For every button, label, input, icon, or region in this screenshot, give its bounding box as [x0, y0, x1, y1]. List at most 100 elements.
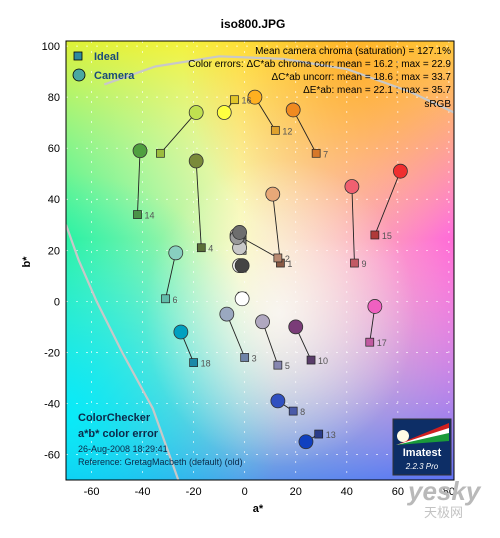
x-tick-label-1: -40 [135, 486, 151, 498]
point-label-13: 13 [326, 430, 336, 440]
watermark: yesky 天极网 [406, 476, 482, 520]
camera-marker-3 [219, 306, 235, 322]
y-tick-label-8: -60 [44, 449, 60, 461]
info-line-2: a*b* color error [78, 428, 159, 440]
plot-frame [65, 40, 455, 481]
x-tick-label-4: 20 [290, 486, 302, 498]
camera-marker-13 [298, 434, 314, 450]
point-label-7: 7 [323, 149, 328, 159]
y-tick-label-7: -40 [44, 398, 60, 410]
ideal-marker-10 [306, 355, 316, 365]
point-label-9: 9 [361, 259, 366, 269]
x-tick-label-3: 0 [242, 486, 248, 498]
camera-marker-9 [344, 179, 360, 194]
x-tick-label-6: 60 [392, 486, 404, 498]
point-label-1: 1 [287, 259, 292, 269]
info-line-3: 26-Aug-2008 18:29:41 [78, 444, 168, 454]
ideal-marker-8 [288, 406, 298, 416]
ideal-marker-3 [240, 353, 250, 362]
y-tick-label-3: 40 [48, 194, 60, 206]
point-label-16: 16 [241, 96, 251, 106]
camera-marker-5 [255, 314, 270, 330]
ideal-marker-14 [133, 210, 142, 219]
camera-marker-10 [288, 319, 304, 335]
gamut-curve-left [66, 224, 180, 480]
ideal-marker-9 [350, 258, 359, 268]
point-label-15: 15 [382, 231, 392, 241]
legend-ideal-label: Ideal [94, 51, 119, 63]
x-axis-label: a* [253, 503, 264, 515]
ideal-marker-17 [365, 337, 375, 347]
point-label-6: 6 [173, 295, 178, 305]
srgb-gamut-boundary [66, 55, 454, 480]
camera-marker-11 [188, 105, 204, 120]
camera-marker-6 [168, 245, 184, 261]
camera-marker-19 [234, 291, 250, 307]
x-tick-label-0: -60 [84, 486, 100, 498]
camera-marker-16 [216, 105, 232, 120]
point-label-10: 10 [318, 356, 328, 366]
point-label-18: 18 [201, 359, 211, 369]
badge-version: 2.2.3 Pro [405, 462, 439, 471]
ideal-marker-6 [161, 294, 170, 304]
camera-marker-17 [367, 299, 383, 314]
error-line-15 [374, 171, 401, 236]
error-line-1 [272, 194, 281, 264]
camera-marker-23 [232, 225, 247, 240]
ideal-marker-2 [273, 253, 283, 263]
point-label-5: 5 [285, 361, 290, 371]
point-label-12: 12 [282, 126, 292, 136]
error-line-5 [262, 321, 279, 366]
y-tick-label-6: -20 [44, 347, 60, 359]
ideal-marker-16 [230, 95, 239, 105]
plot-background [66, 41, 454, 480]
y-tick-label-2: 60 [48, 143, 60, 155]
x-tick-label-5: 40 [341, 486, 353, 498]
ideal-marker-13 [314, 429, 324, 439]
x-tick-label-2: -20 [186, 486, 202, 498]
ideal-marker-18 [189, 358, 198, 367]
legend-camera-swatch [72, 68, 86, 82]
point-label-3: 3 [252, 353, 257, 363]
camera-marker-8 [270, 393, 286, 409]
point-label-2: 2 [285, 254, 290, 264]
ideal-marker-5 [273, 360, 283, 370]
legend-ideal-swatch [73, 51, 83, 61]
x-tick-label-7: 80 [443, 486, 455, 498]
watermark-main: yesky [406, 476, 482, 506]
error-line-11 [160, 112, 197, 154]
error-line-3 [226, 313, 246, 358]
info-line-1: ColorChecker [78, 412, 151, 424]
imatest-badge: Imatest 2.2.3 Pro [392, 418, 452, 476]
camera-marker-24 [234, 258, 250, 274]
point-label-17: 17 [377, 338, 387, 348]
ideal-marker-11 [156, 148, 165, 158]
y-axis-label: b* [21, 256, 33, 268]
badge-brand: Imatest [403, 447, 442, 459]
stat-chroma-corr: Color errors: ΔC*ab chroma corr: mean = … [188, 59, 451, 70]
y-tick-label-5: 0 [54, 296, 60, 308]
camera-marker-7 [285, 102, 301, 118]
chart-title: iso800.JPG [221, 17, 286, 31]
error-line-9 [351, 186, 355, 264]
stat-chroma-uncorr: ΔC*ab uncorr: mean = 18.6 ; max = 33.7 [271, 72, 451, 83]
ideal-marker-7 [311, 148, 321, 158]
error-line-14 [137, 150, 141, 215]
gamut-curve-top [103, 55, 454, 114]
point-label-8: 8 [300, 407, 305, 417]
y-tick-label-4: 20 [48, 245, 60, 257]
camera-marker-14 [132, 143, 148, 159]
legend-camera-label: Camera [94, 70, 135, 82]
bottom-info: ColorChecker a*b* color error 26-Aug-200… [78, 412, 243, 467]
ideal-marker-12 [270, 125, 280, 135]
y-tick-label-1: 80 [48, 92, 60, 104]
error-line-7 [292, 109, 317, 154]
camera-marker-15 [392, 163, 408, 179]
legend: Ideal Camera [72, 51, 135, 82]
gamut-label: sRGB [424, 99, 451, 110]
error-line-6 [165, 252, 177, 299]
stat-mean-chroma: Mean camera chroma (saturation) = 127.1% [255, 46, 451, 57]
watermark-sub: 天极网 [424, 505, 463, 520]
stats-block: Mean camera chroma (saturation) = 127.1%… [188, 46, 451, 110]
info-line-4: Reference: GretagMacbeth (default) (old) [78, 457, 243, 467]
